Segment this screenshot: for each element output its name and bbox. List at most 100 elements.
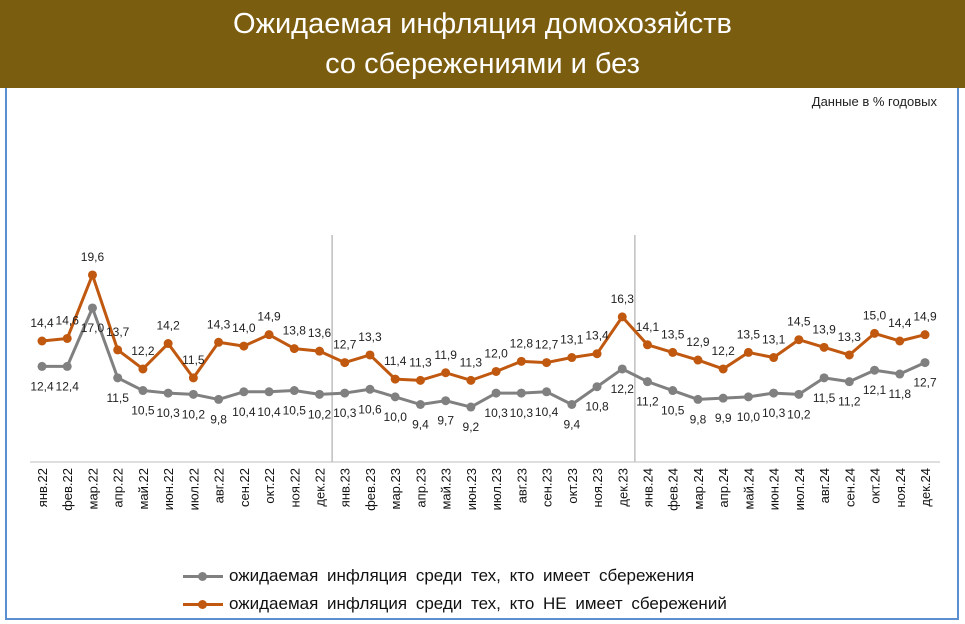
data-point [920,330,930,340]
legend-item-without-savings: ожидаемая инфляция среди тех, кто НЕ име… [183,594,727,614]
data-label: 13,3 [838,330,862,344]
x-tick-label: июл.24 [792,468,807,510]
data-point [743,392,753,402]
data-label: 12,2 [131,344,155,358]
x-tick-label: фев.23 [363,468,378,511]
data-label: 12,4 [30,379,54,393]
data-label: 14,4 [30,316,54,330]
data-label: 12,0 [484,346,508,360]
data-label: 10,3 [333,406,357,420]
x-tick-label: мар.23 [388,468,403,509]
x-tick-label: фев.24 [666,468,681,511]
x-tick-label: авг.24 [817,468,832,503]
data-label: 13,5 [661,327,685,341]
data-point [315,346,325,356]
data-point [214,394,224,404]
data-label: 13,1 [560,333,584,347]
data-point [113,373,123,383]
data-point [37,361,47,371]
data-point [617,312,627,322]
data-label: 13,9 [812,322,836,336]
series-line-1 [41,273,926,382]
x-tick-label: май.22 [136,468,151,510]
data-point [668,347,678,357]
data-label: 10,4 [535,405,559,419]
data-label: 12,7 [333,338,357,352]
x-tick-label: ноя.23 [590,468,605,508]
data-label: 13,8 [283,324,307,338]
legend-marker-gray [183,572,223,582]
data-point [617,364,627,374]
data-point [87,303,97,313]
data-label: 12,8 [510,336,534,350]
data-label: 12,4 [56,379,80,393]
data-point [138,364,148,374]
data-label: 12,7 [913,376,937,390]
data-label: 9,2 [463,420,480,434]
data-point [542,387,552,397]
data-label: 12,9 [686,335,710,349]
x-tick-label: сен.24 [842,468,857,507]
data-point [819,373,829,383]
data-point [516,388,526,398]
x-tick-label: апр.23 [413,468,428,508]
data-point [743,347,753,357]
data-point [870,365,880,375]
x-tick-label: сен.23 [540,468,555,507]
data-point [592,382,602,392]
data-point [188,373,198,383]
data-point [844,350,854,360]
data-label: 10,3 [156,406,180,420]
data-label: 19,6 [81,250,105,264]
data-label: 14,4 [888,316,912,330]
data-point [718,393,728,403]
data-label: 16,3 [611,292,635,306]
data-label: 11,3 [460,355,483,369]
legend-marker-orange [183,600,223,610]
data-point [516,356,526,366]
legend-label: ожидаемая инфляция среди тех, кто имеет … [229,566,695,585]
data-label: 13,4 [585,329,609,343]
data-label: 10,4 [257,405,281,419]
data-point [264,387,274,397]
data-point [466,402,476,412]
data-point [895,336,905,346]
data-label: 10,8 [585,400,609,414]
units-note: Данные в % годовых [811,94,937,109]
data-point [365,384,375,394]
data-point [466,375,476,385]
title-banner: Ожидаемая инфляция домохозяйств со сбере… [0,0,965,88]
data-point [592,349,602,359]
data-point [920,358,930,368]
x-tick-label: окт.24 [868,468,883,504]
chart-title-line2: со сбережениями и без [325,48,640,80]
data-label: 12,2 [611,382,635,396]
data-label: 14,9 [257,310,281,324]
x-tick-label: ноя.22 [287,468,302,508]
data-label: 9,7 [437,414,454,428]
data-label: 11,4 [384,354,407,368]
x-tick-label: окт.23 [565,468,580,504]
data-point [239,387,249,397]
data-label: 14,2 [156,319,180,333]
data-label: 13,6 [308,326,332,340]
x-tick-label: дек.22 [313,468,328,507]
data-label: 10,5 [661,404,685,418]
x-tick-label: фев.22 [60,468,75,511]
data-label: 10,3 [762,406,786,420]
data-label: 11,5 [813,391,836,405]
data-label: 13,3 [358,330,382,344]
data-point [491,366,501,376]
data-label: 10,2 [787,407,811,421]
data-point [340,388,350,398]
data-label: 10,4 [232,405,256,419]
x-tick-label: июл.22 [186,468,201,510]
x-tick-label: янв.22 [35,468,50,507]
data-label: 15,0 [863,308,887,322]
data-label: 11,5 [106,391,129,405]
data-point [264,330,274,340]
x-tick-label: янв.23 [338,468,353,507]
x-tick-label: авг.22 [212,468,227,503]
data-point [441,368,451,378]
data-label: 12,1 [863,383,887,397]
